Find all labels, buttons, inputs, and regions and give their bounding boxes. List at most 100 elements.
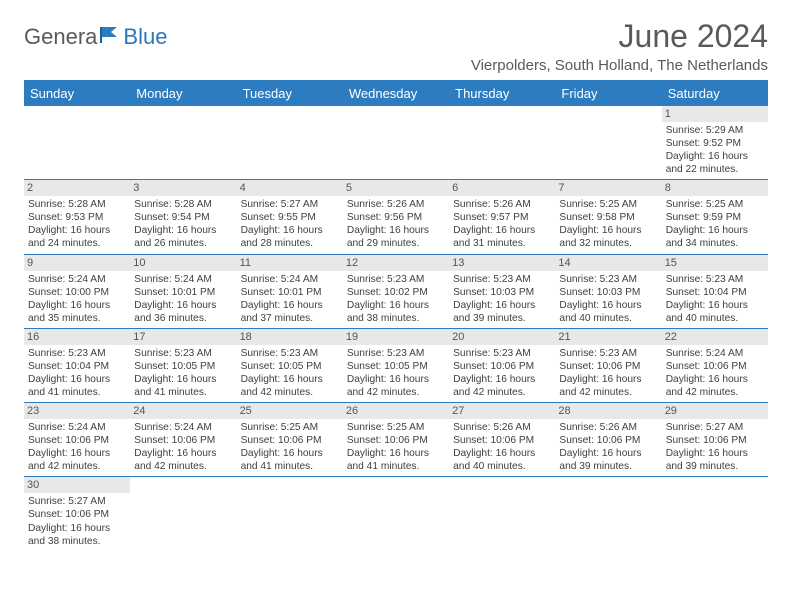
day-number: 9 bbox=[24, 255, 130, 271]
calendar-day: 24Sunrise: 5:24 AMSunset: 10:06 PMDaylig… bbox=[130, 403, 236, 476]
daylight-text: and 31 minutes. bbox=[453, 237, 551, 250]
dow-monday: Monday bbox=[130, 82, 236, 106]
daylight-text: and 42 minutes. bbox=[666, 386, 764, 399]
sunrise-text: Sunrise: 5:24 AM bbox=[241, 273, 339, 286]
daylight-text: and 41 minutes. bbox=[241, 460, 339, 473]
calendar-day: 16Sunrise: 5:23 AMSunset: 10:04 PMDaylig… bbox=[24, 329, 130, 402]
flag-icon bbox=[99, 24, 121, 50]
calendar-day: 30Sunrise: 5:27 AMSunset: 10:06 PMDaylig… bbox=[24, 477, 130, 550]
day-number: 24 bbox=[130, 403, 236, 419]
daylight-text: and 41 minutes. bbox=[347, 460, 445, 473]
calendar-day: 3Sunrise: 5:28 AMSunset: 9:54 PMDaylight… bbox=[130, 180, 236, 253]
sunrise-text: Sunrise: 5:28 AM bbox=[134, 198, 232, 211]
calendar-week: 1Sunrise: 5:29 AMSunset: 9:52 PMDaylight… bbox=[24, 106, 768, 180]
calendar: Sunday Monday Tuesday Wednesday Thursday… bbox=[24, 80, 768, 551]
sunset-text: Sunset: 10:01 PM bbox=[241, 286, 339, 299]
daylight-text: and 39 minutes. bbox=[453, 312, 551, 325]
sunrise-text: Sunrise: 5:25 AM bbox=[559, 198, 657, 211]
daylight-text: Daylight: 16 hours bbox=[28, 224, 126, 237]
sunrise-text: Sunrise: 5:24 AM bbox=[28, 421, 126, 434]
calendar-day bbox=[130, 106, 236, 179]
sunset-text: Sunset: 10:00 PM bbox=[28, 286, 126, 299]
calendar-day: 21Sunrise: 5:23 AMSunset: 10:06 PMDaylig… bbox=[555, 329, 661, 402]
day-number: 23 bbox=[24, 403, 130, 419]
calendar-week: 2Sunrise: 5:28 AMSunset: 9:53 PMDaylight… bbox=[24, 180, 768, 254]
sunrise-text: Sunrise: 5:25 AM bbox=[666, 198, 764, 211]
sunrise-text: Sunrise: 5:24 AM bbox=[666, 347, 764, 360]
sunset-text: Sunset: 10:06 PM bbox=[666, 360, 764, 373]
daylight-text: and 40 minutes. bbox=[559, 312, 657, 325]
calendar-week: 23Sunrise: 5:24 AMSunset: 10:06 PMDaylig… bbox=[24, 403, 768, 477]
daylight-text: Daylight: 16 hours bbox=[28, 299, 126, 312]
calendar-day: 28Sunrise: 5:26 AMSunset: 10:06 PMDaylig… bbox=[555, 403, 661, 476]
daylight-text: Daylight: 16 hours bbox=[241, 299, 339, 312]
sunrise-text: Sunrise: 5:23 AM bbox=[347, 347, 445, 360]
day-number: 22 bbox=[662, 329, 768, 345]
dow-row: Sunday Monday Tuesday Wednesday Thursday… bbox=[24, 80, 768, 106]
calendar-day bbox=[555, 477, 661, 550]
sunrise-text: Sunrise: 5:26 AM bbox=[453, 198, 551, 211]
sunrise-text: Sunrise: 5:23 AM bbox=[666, 273, 764, 286]
daylight-text: and 36 minutes. bbox=[134, 312, 232, 325]
daylight-text: Daylight: 16 hours bbox=[241, 373, 339, 386]
sunrise-text: Sunrise: 5:27 AM bbox=[241, 198, 339, 211]
sunset-text: Sunset: 10:06 PM bbox=[666, 434, 764, 447]
day-number: 14 bbox=[555, 255, 661, 271]
dow-tuesday: Tuesday bbox=[237, 82, 343, 106]
page-title: June 2024 bbox=[471, 18, 768, 55]
sunset-text: Sunset: 10:06 PM bbox=[453, 360, 551, 373]
sunset-text: Sunset: 10:02 PM bbox=[347, 286, 445, 299]
calendar-day bbox=[130, 477, 236, 550]
calendar-day bbox=[237, 477, 343, 550]
calendar-day: 10Sunrise: 5:24 AMSunset: 10:01 PMDaylig… bbox=[130, 255, 236, 328]
daylight-text: Daylight: 16 hours bbox=[28, 373, 126, 386]
daylight-text: Daylight: 16 hours bbox=[559, 447, 657, 460]
day-number: 20 bbox=[449, 329, 555, 345]
daylight-text: Daylight: 16 hours bbox=[666, 224, 764, 237]
day-number: 1 bbox=[662, 106, 768, 122]
sunrise-text: Sunrise: 5:27 AM bbox=[666, 421, 764, 434]
calendar-day: 26Sunrise: 5:25 AMSunset: 10:06 PMDaylig… bbox=[343, 403, 449, 476]
calendar-day: 6Sunrise: 5:26 AMSunset: 9:57 PMDaylight… bbox=[449, 180, 555, 253]
calendar-day bbox=[343, 106, 449, 179]
sunset-text: Sunset: 9:59 PM bbox=[666, 211, 764, 224]
day-number: 21 bbox=[555, 329, 661, 345]
dow-friday: Friday bbox=[555, 82, 661, 106]
calendar-day bbox=[343, 477, 449, 550]
calendar-day bbox=[662, 477, 768, 550]
daylight-text: and 34 minutes. bbox=[666, 237, 764, 250]
sunrise-text: Sunrise: 5:26 AM bbox=[559, 421, 657, 434]
sunrise-text: Sunrise: 5:24 AM bbox=[134, 421, 232, 434]
daylight-text: Daylight: 16 hours bbox=[453, 299, 551, 312]
daylight-text: and 40 minutes. bbox=[453, 460, 551, 473]
sunrise-text: Sunrise: 5:23 AM bbox=[347, 273, 445, 286]
sunrise-text: Sunrise: 5:27 AM bbox=[28, 495, 126, 508]
dow-saturday: Saturday bbox=[662, 82, 768, 106]
calendar-day: 17Sunrise: 5:23 AMSunset: 10:05 PMDaylig… bbox=[130, 329, 236, 402]
day-number: 6 bbox=[449, 180, 555, 196]
day-number: 18 bbox=[237, 329, 343, 345]
calendar-day: 27 Sunrise: 5:26 AMSunset: 10:06 PMDaylig… bbox=[449, 403, 555, 476]
daylight-text: and 28 minutes. bbox=[241, 237, 339, 250]
daylight-text: Daylight: 16 hours bbox=[666, 299, 764, 312]
day-number: 27 bbox=[449, 403, 555, 419]
daylight-text: Daylight: 16 hours bbox=[453, 224, 551, 237]
daylight-text: Daylight: 16 hours bbox=[453, 447, 551, 460]
sunrise-text: Sunrise: 5:23 AM bbox=[559, 347, 657, 360]
daylight-text: and 38 minutes. bbox=[28, 535, 126, 548]
sunrise-text: Sunrise: 5:25 AM bbox=[241, 421, 339, 434]
sunrise-text: Sunrise: 5:26 AM bbox=[453, 421, 551, 434]
sunrise-text: Sunrise: 5:23 AM bbox=[453, 347, 551, 360]
daylight-text: and 39 minutes. bbox=[559, 460, 657, 473]
calendar-day: 7Sunrise: 5:25 AMSunset: 9:58 PMDaylight… bbox=[555, 180, 661, 253]
sunset-text: Sunset: 10:06 PM bbox=[453, 434, 551, 447]
daylight-text: Daylight: 16 hours bbox=[666, 447, 764, 460]
daylight-text: and 35 minutes. bbox=[28, 312, 126, 325]
daylight-text: and 38 minutes. bbox=[347, 312, 445, 325]
day-number: 4 bbox=[237, 180, 343, 196]
daylight-text: and 42 minutes. bbox=[28, 460, 126, 473]
calendar-day bbox=[237, 106, 343, 179]
calendar-week: 16Sunrise: 5:23 AMSunset: 10:04 PMDaylig… bbox=[24, 329, 768, 403]
dow-wednesday: Wednesday bbox=[343, 82, 449, 106]
sunrise-text: Sunrise: 5:23 AM bbox=[134, 347, 232, 360]
